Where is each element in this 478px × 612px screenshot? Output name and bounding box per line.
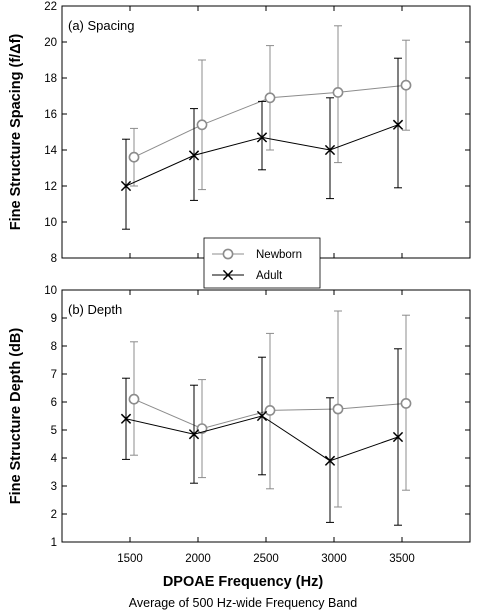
x-marker-stroke bbox=[392, 119, 404, 130]
plot-frame bbox=[61, 5, 471, 259]
panel-label: (b) Depth bbox=[68, 302, 122, 317]
data-point bbox=[128, 151, 140, 163]
y-tick-label: 8 bbox=[51, 341, 57, 353]
y-tick-label: 3 bbox=[51, 481, 57, 493]
y-axis-title: Fine Structure Depth (dB) bbox=[8, 328, 24, 505]
series-newborn bbox=[128, 25, 412, 191]
y-axis-title: Fine Structure Spacing (f/Δf) bbox=[8, 34, 24, 231]
x-tick-label: 1500 bbox=[117, 553, 143, 565]
x-marker-stroke bbox=[392, 431, 404, 443]
data-point bbox=[324, 144, 336, 156]
x-marker-stroke bbox=[324, 455, 336, 466]
legend-marker bbox=[222, 248, 234, 260]
data-point bbox=[324, 455, 336, 466]
data-point bbox=[120, 180, 132, 192]
y-tick-label: 10 bbox=[44, 217, 57, 229]
data-point bbox=[196, 423, 208, 434]
data-point bbox=[392, 119, 404, 130]
y-tick-label: 16 bbox=[44, 109, 57, 121]
legend: Newborn Adult bbox=[203, 237, 321, 289]
series-adult bbox=[120, 57, 404, 230]
x-marker-stroke bbox=[120, 180, 132, 192]
data-point bbox=[188, 429, 200, 440]
x-tick-label: 3500 bbox=[389, 553, 415, 565]
x-tick-label: 2000 bbox=[185, 553, 211, 565]
data-point bbox=[188, 150, 200, 161]
panel-label: (a) Spacing bbox=[68, 18, 134, 33]
data-point bbox=[256, 410, 268, 422]
y-tick-label: 6 bbox=[51, 397, 57, 409]
x-axis-subtitle: Average of 500 Hz-wide Frequency Band bbox=[129, 596, 357, 610]
y-tick-label: 5 bbox=[51, 425, 57, 437]
data-point bbox=[264, 92, 276, 104]
data-point bbox=[256, 132, 268, 143]
legend-label: Newborn bbox=[256, 249, 302, 261]
x-marker-stroke bbox=[324, 144, 336, 156]
x-marker-stroke bbox=[120, 413, 132, 424]
y-tick-label: 7 bbox=[51, 369, 57, 381]
x-axis-title: DPOAE Frequency (Hz) bbox=[163, 574, 323, 590]
panel-spacing: 8 10 12 14 16 18 20 22 (a) Spacing Fine Structure… bbox=[8, 1, 471, 265]
series-adult bbox=[120, 348, 404, 526]
y-tick-label: 14 bbox=[44, 145, 57, 157]
data-point bbox=[128, 393, 140, 405]
y-tick-label: 1 bbox=[51, 537, 57, 549]
data-point bbox=[196, 119, 208, 131]
x-marker-stroke bbox=[256, 132, 268, 143]
x-tick-label: 2500 bbox=[253, 553, 279, 565]
y-tick-label: 10 bbox=[44, 285, 57, 297]
legend-entry-adult: Adult bbox=[212, 269, 283, 282]
legend-entry-newborn: Newborn bbox=[212, 248, 302, 261]
data-point bbox=[400, 397, 412, 409]
y-tick-label: 8 bbox=[51, 253, 57, 265]
y-tick-label: 2 bbox=[51, 509, 57, 521]
legend-label: Adult bbox=[256, 270, 283, 282]
y-tick-label: 22 bbox=[44, 1, 57, 13]
data-point bbox=[264, 404, 276, 416]
x-tick-label: 3000 bbox=[321, 553, 347, 565]
y-tick-label: 4 bbox=[51, 453, 58, 465]
data-point bbox=[392, 431, 404, 443]
y-tick-label: 9 bbox=[51, 313, 57, 325]
legend-marker bbox=[222, 269, 234, 281]
data-point bbox=[120, 413, 132, 424]
x-marker-stroke bbox=[188, 150, 200, 161]
data-point bbox=[332, 87, 344, 98]
x-marker-stroke bbox=[188, 429, 200, 440]
y-tick-label: 12 bbox=[44, 181, 57, 193]
legend-box bbox=[203, 237, 321, 289]
panel-depth: 1 2 3 4 5 6 7 8 9 10 1500 2000 2500 3000 3500 (b) Depth… bbox=[8, 285, 471, 565]
series-newborn bbox=[128, 310, 412, 508]
data-point bbox=[332, 403, 344, 415]
x-marker-stroke bbox=[256, 410, 268, 422]
x-axis: DPOAE Frequency (Hz) Average of 500 Hz-w… bbox=[129, 574, 357, 610]
y-tick-label: 18 bbox=[44, 73, 57, 85]
y-tick-label: 20 bbox=[44, 37, 57, 49]
data-point bbox=[400, 79, 412, 91]
